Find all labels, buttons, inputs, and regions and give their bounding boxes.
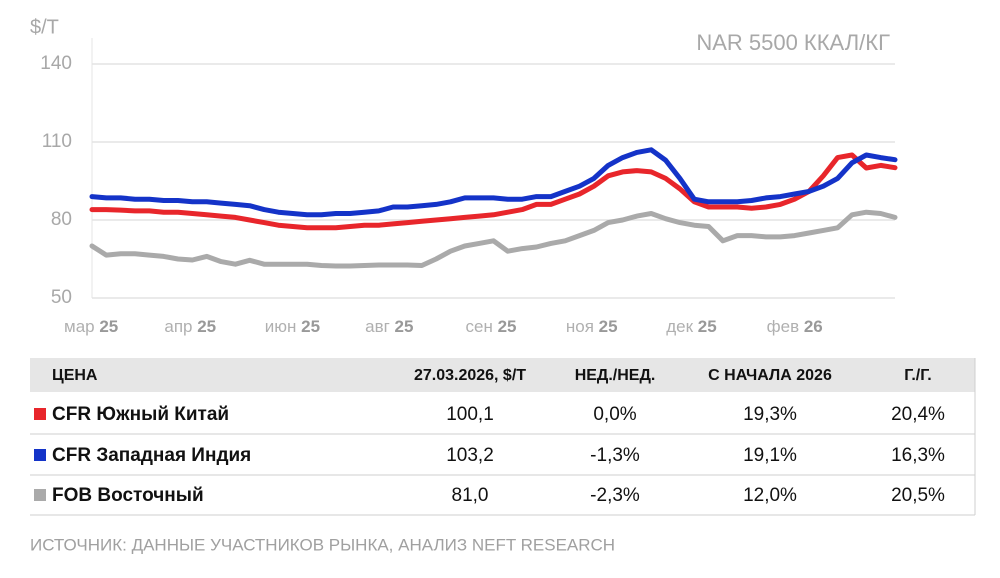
annotation: NAR 5500 ККАЛ/КГ — [696, 30, 890, 55]
table-cell: 20,4% — [891, 404, 945, 425]
table-cell: 12,0% — [743, 485, 797, 506]
series-name: FOB Восточный — [52, 485, 204, 506]
table-cell: -2,3% — [590, 485, 640, 506]
x-tick-label: мар 25 — [64, 317, 118, 336]
x-tick-label: дек 25 — [666, 317, 716, 336]
x-tick-label: июн 25 — [265, 317, 320, 336]
series-line — [89, 209, 898, 269]
legend-swatch — [34, 489, 46, 501]
table-header-cell: 27.03.2026, $/Т — [414, 367, 526, 384]
table-cell: 20,5% — [891, 485, 945, 506]
table-header-cell: Г./Г. — [904, 367, 931, 384]
legend-swatch — [34, 449, 46, 461]
table: ЦЕНА 27.03.2026, $/Т НЕД./НЕД. С НАЧАЛА 202… — [30, 358, 976, 516]
series-name: CFR Южный Китай — [52, 404, 229, 425]
table-cell: 100,1 — [446, 404, 494, 425]
legend-swatch — [34, 408, 46, 420]
table-cell: 0,0% — [593, 404, 636, 425]
table-cell: 19,1% — [743, 445, 797, 466]
table-header-cell: НЕД./НЕД. — [575, 367, 656, 384]
x-tick-label: ноя 25 — [566, 317, 618, 336]
x-tick-label: сен 25 — [466, 317, 517, 336]
x-tick-label: апр 25 — [164, 317, 216, 336]
table-header-cell: ЦЕНА — [52, 367, 98, 384]
x-tick-label: фев 26 — [767, 317, 823, 336]
table-cell: -1,3% — [590, 445, 640, 466]
y-axis-label: $/Т — [30, 16, 59, 38]
series-line — [89, 152, 898, 231]
y-tick-label: 50 — [51, 287, 72, 308]
series-line — [89, 147, 898, 218]
footer: ИСТОЧНИК: ДАННЫЕ УЧАСТНИКОВ РЫНКА, АНАЛИ… — [30, 535, 615, 554]
table-cell: 103,2 — [446, 445, 494, 466]
table-cell: 16,3% — [891, 445, 945, 466]
table-cell: 19,3% — [743, 404, 797, 425]
y-tick-label: 80 — [51, 209, 72, 230]
table-cell: 81,0 — [452, 485, 489, 506]
table-header-bg — [30, 358, 975, 392]
x-tick-label: авг 25 — [365, 317, 413, 336]
y-tick-label: 110 — [42, 131, 72, 152]
y-tick-label: 140 — [40, 53, 72, 74]
series-name: CFR Западная Индия — [52, 445, 251, 466]
table-header-cell: С НАЧАЛА 2026 — [708, 367, 832, 384]
